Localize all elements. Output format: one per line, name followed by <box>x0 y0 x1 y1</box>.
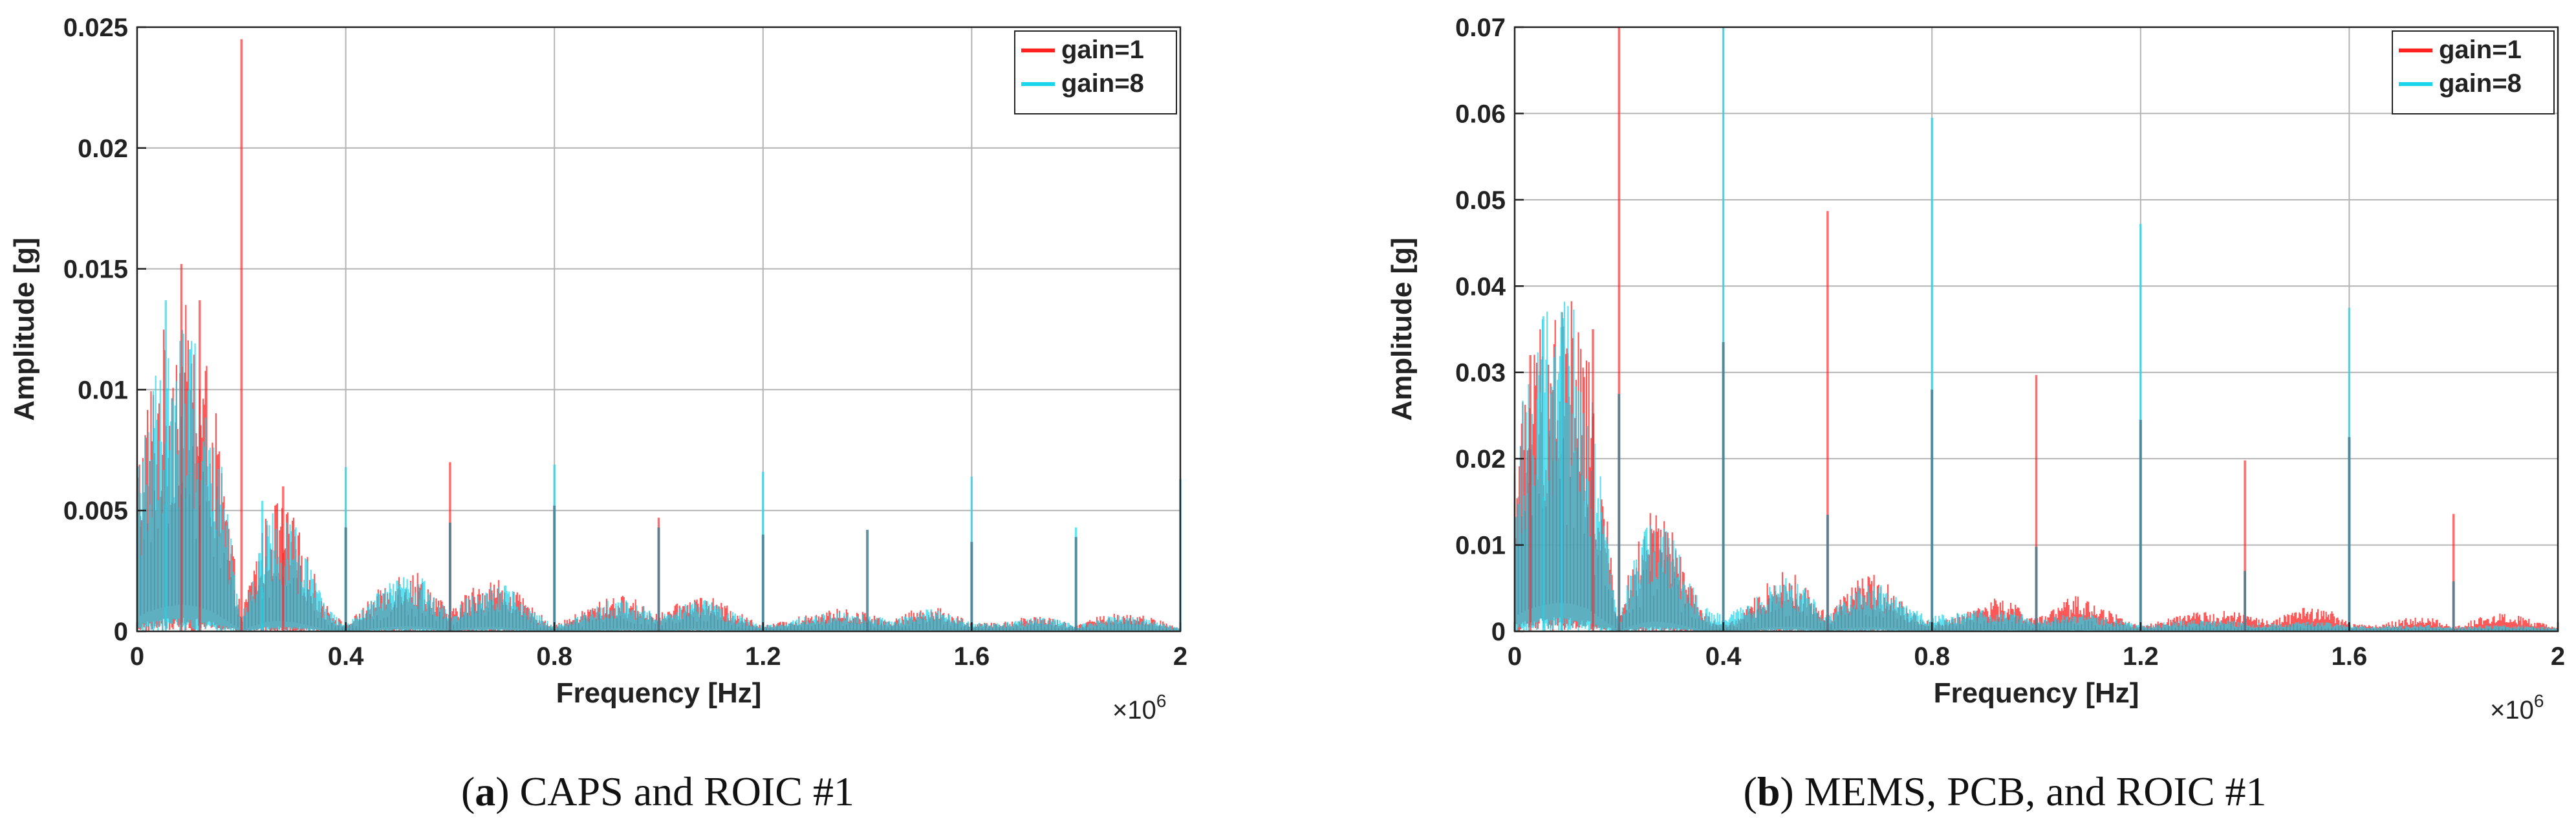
panel-b-chart: 0 0.4 0.8 1.2 1.6 2 0 0.01 0.02 0.03 0.04 0.05 0.06 0… <box>1386 14 2565 814</box>
y-tick-label: 0 <box>114 618 128 646</box>
x-tick-label: 0.4 <box>1705 642 1742 671</box>
panel-b-caption-close: ) <box>1780 768 1793 814</box>
y-tick-label: 0.01 <box>1455 532 1506 560</box>
y-tick-label: 0 <box>1491 618 1506 646</box>
panel-a-caption-close: ) <box>495 768 509 814</box>
x-tick-label: 0.8 <box>536 642 572 671</box>
y-tick-label: 0.03 <box>1455 359 1506 387</box>
panel-a-x-axis-label: Frequency [Hz] <box>556 677 762 709</box>
panel-a-caption-open: ( <box>461 768 475 814</box>
y-tick-label: 0.025 <box>63 14 128 42</box>
panel-b-legend-label-gain1: gain=1 <box>2439 36 2522 64</box>
panel-b-x-multiplier-exponent: 6 <box>2534 691 2544 711</box>
panel-a-caption-text: CAPS and ROIC #1 <box>510 768 854 814</box>
panel-a-caption: (a) CAPS and ROIC #1 <box>461 768 854 814</box>
x-tick-label: 0 <box>1508 642 1522 671</box>
panel-a-x-multiplier: ×106 <box>1112 691 1166 724</box>
x-tick-label: 0.4 <box>328 642 364 671</box>
panel-a-legend-label-gain8: gain=8 <box>1061 69 1144 98</box>
y-tick-label: 0.06 <box>1455 100 1506 128</box>
panel-a-axes <box>136 26 1182 633</box>
panel-b-axes <box>1513 26 2559 633</box>
x-tick-label: 2 <box>1173 642 1187 671</box>
x-tick-label: 0 <box>130 642 144 671</box>
panel-a-x-multiplier-exponent: 6 <box>1156 691 1167 711</box>
panel-a-caption-label: a <box>475 768 495 814</box>
panel-a-y-axis-label: Amplitude [g] <box>8 237 40 421</box>
x-tick-label: 1.2 <box>745 642 781 671</box>
x-tick-label: 1.6 <box>2332 642 2368 671</box>
y-tick-label: 0.05 <box>1455 186 1506 215</box>
panel-b-x-multiplier: ×106 <box>2490 691 2544 724</box>
panel-a-legend-box <box>1014 30 1177 114</box>
panel-b-legend: gain=1 gain=8 <box>2392 30 2555 114</box>
panel-b-x-multiplier-base: ×10 <box>2490 696 2534 724</box>
panel-b-ticks: 0 0.4 0.8 1.2 1.6 2 0 0.01 0.02 0.03 0.04 0.05 0.06 0… <box>1455 14 2565 671</box>
y-tick-label: 0.04 <box>1455 272 1506 301</box>
panel-b-caption-text: MEMS, PCB, and ROIC #1 <box>1794 768 2267 814</box>
panel-b-y-axis-label: Amplitude [g] <box>1386 237 1418 421</box>
panel-a-x-multiplier-base: ×10 <box>1112 696 1156 724</box>
y-tick-label: 0.02 <box>1455 445 1506 473</box>
panel-b-legend-box <box>2392 30 2555 114</box>
panel-a-ticks: 0 0.4 0.8 1.2 1.6 2 0 0.005 0.01 0.015 0.02 0.025 <box>63 14 1187 671</box>
panel-a-chart: 0 0.4 0.8 1.2 1.6 2 0 0.005 0.01 0.015 0.02 0.025 A… <box>8 14 1187 814</box>
plot-frame <box>136 26 1182 633</box>
panel-a-legend: gain=1 gain=8 <box>1014 30 1177 114</box>
x-tick-label: 2 <box>2551 642 2565 671</box>
y-tick-label: 0.01 <box>78 376 128 404</box>
panel-b-caption-open: ( <box>1744 768 1757 814</box>
panel-b-caption-label: b <box>1757 768 1780 814</box>
y-tick-label: 0.07 <box>1455 14 1506 42</box>
x-tick-label: 0.8 <box>1914 642 1950 671</box>
y-tick-label: 0.015 <box>63 255 128 284</box>
panel-a-marks <box>136 39 1182 631</box>
plot-frame <box>1513 26 2559 633</box>
panel-a-legend-label-gain1: gain=1 <box>1061 36 1144 64</box>
x-tick-label: 1.6 <box>954 642 990 671</box>
panel-b-caption: (b) MEMS, PCB, and ROIC #1 <box>1744 768 2267 814</box>
y-tick-label: 0.02 <box>78 135 128 163</box>
panel-b-x-axis-label: Frequency [Hz] <box>1934 677 2139 709</box>
y-tick-label: 0.005 <box>63 497 128 525</box>
x-tick-label: 1.2 <box>2123 642 2159 671</box>
panel-b-legend-label-gain8: gain=8 <box>2439 69 2522 98</box>
